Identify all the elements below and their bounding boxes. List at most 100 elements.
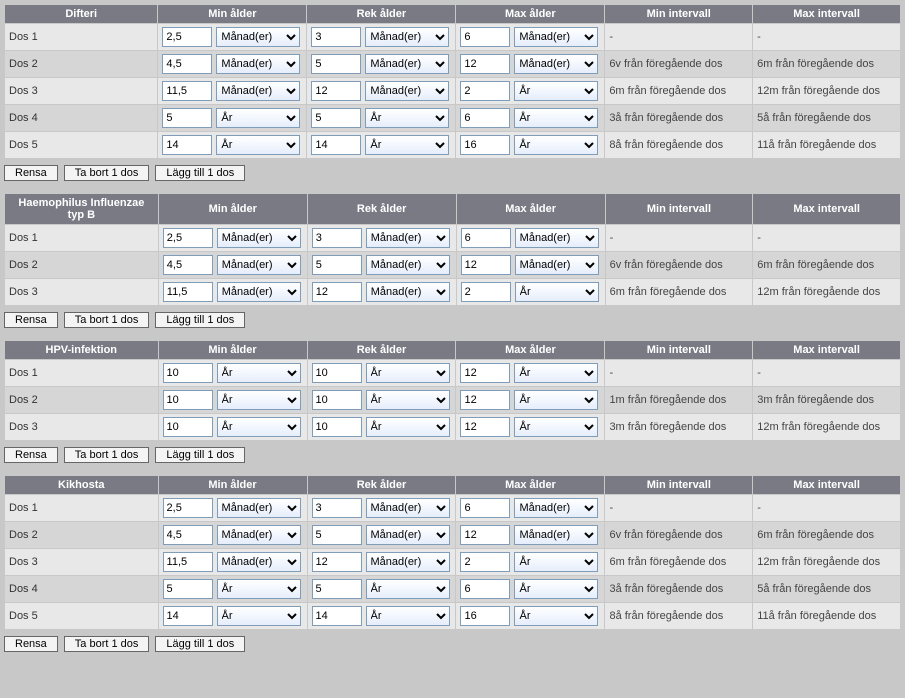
max-age-unit-select[interactable]: Månad(er)År xyxy=(514,27,598,47)
rec-age-value-input[interactable] xyxy=(311,81,361,101)
clear-button[interactable]: Rensa xyxy=(4,636,58,652)
remove-dose-button[interactable]: Ta bort 1 dos xyxy=(64,447,150,463)
min-age-unit-select[interactable]: Månad(er)År xyxy=(217,525,301,545)
min-age-unit-select[interactable]: Månad(er)År xyxy=(216,135,300,155)
max-age-unit-select[interactable]: Månad(er)År xyxy=(514,417,598,437)
min-age-value-input[interactable] xyxy=(163,606,213,626)
max-age-value-input[interactable] xyxy=(460,81,510,101)
min-age-value-input[interactable] xyxy=(163,579,213,599)
clear-button[interactable]: Rensa xyxy=(4,447,58,463)
min-age-value-input[interactable] xyxy=(162,81,212,101)
max-age-value-input[interactable] xyxy=(460,525,510,545)
rec-age-unit-select[interactable]: Månad(er)År xyxy=(366,498,450,518)
min-age-unit-select[interactable]: Månad(er)År xyxy=(217,579,301,599)
rec-age-unit-select[interactable]: Månad(er)År xyxy=(366,552,450,572)
rec-age-value-input[interactable] xyxy=(311,135,361,155)
min-age-unit-select[interactable]: Månad(er)År xyxy=(217,228,301,248)
max-age-value-input[interactable] xyxy=(460,498,510,518)
min-age-unit-select[interactable]: Månad(er)År xyxy=(216,54,300,74)
max-age-unit-select[interactable]: Månad(er)År xyxy=(514,54,598,74)
rec-age-value-input[interactable] xyxy=(312,606,362,626)
remove-dose-button[interactable]: Ta bort 1 dos xyxy=(64,636,150,652)
max-age-value-input[interactable] xyxy=(460,54,510,74)
min-age-value-input[interactable] xyxy=(163,417,213,437)
rec-age-value-input[interactable] xyxy=(312,282,362,302)
min-age-unit-select[interactable]: Månad(er)År xyxy=(217,282,301,302)
max-age-unit-select[interactable]: Månad(er)År xyxy=(515,282,599,302)
min-age-unit-select[interactable]: Månad(er)År xyxy=(217,417,301,437)
rec-age-unit-select[interactable]: Månad(er)År xyxy=(366,525,450,545)
rec-age-unit-select[interactable]: Månad(er)År xyxy=(366,282,450,302)
max-age-value-input[interactable] xyxy=(461,228,511,248)
rec-age-value-input[interactable] xyxy=(312,228,362,248)
max-age-unit-select[interactable]: Månad(er)År xyxy=(514,525,598,545)
max-age-unit-select[interactable]: Månad(er)År xyxy=(515,228,599,248)
remove-dose-button[interactable]: Ta bort 1 dos xyxy=(64,165,150,181)
clear-button[interactable]: Rensa xyxy=(4,312,58,328)
rec-age-value-input[interactable] xyxy=(312,552,362,572)
min-age-unit-select[interactable]: Månad(er)År xyxy=(217,552,301,572)
min-age-value-input[interactable] xyxy=(163,498,213,518)
add-dose-button[interactable]: Lägg till 1 dos xyxy=(155,636,245,652)
max-age-value-input[interactable] xyxy=(461,282,511,302)
max-age-value-input[interactable] xyxy=(460,27,510,47)
max-age-value-input[interactable] xyxy=(460,135,510,155)
rec-age-value-input[interactable] xyxy=(311,108,361,128)
min-age-value-input[interactable] xyxy=(162,27,212,47)
add-dose-button[interactable]: Lägg till 1 dos xyxy=(155,447,245,463)
min-age-unit-select[interactable]: Månad(er)År xyxy=(217,498,301,518)
min-age-value-input[interactable] xyxy=(163,255,213,275)
clear-button[interactable]: Rensa xyxy=(4,165,58,181)
max-age-unit-select[interactable]: Månad(er)År xyxy=(514,81,598,101)
rec-age-unit-select[interactable]: Månad(er)År xyxy=(366,579,450,599)
rec-age-unit-select[interactable]: Månad(er)År xyxy=(366,417,450,437)
rec-age-value-input[interactable] xyxy=(312,417,362,437)
max-age-unit-select[interactable]: Månad(er)År xyxy=(514,579,598,599)
rec-age-unit-select[interactable]: Månad(er)År xyxy=(365,81,449,101)
min-age-unit-select[interactable]: Månad(er)År xyxy=(216,108,300,128)
max-age-unit-select[interactable]: Månad(er)År xyxy=(514,108,598,128)
max-age-unit-select[interactable]: Månad(er)År xyxy=(514,606,598,626)
add-dose-button[interactable]: Lägg till 1 dos xyxy=(155,165,245,181)
rec-age-value-input[interactable] xyxy=(312,579,362,599)
remove-dose-button[interactable]: Ta bort 1 dos xyxy=(64,312,150,328)
rec-age-unit-select[interactable]: Månad(er)År xyxy=(365,135,449,155)
max-age-value-input[interactable] xyxy=(460,363,510,383)
min-age-value-input[interactable] xyxy=(163,228,213,248)
rec-age-value-input[interactable] xyxy=(312,255,362,275)
max-age-unit-select[interactable]: Månad(er)År xyxy=(514,135,598,155)
min-age-value-input[interactable] xyxy=(163,552,213,572)
max-age-unit-select[interactable]: Månad(er)År xyxy=(514,498,598,518)
max-age-unit-select[interactable]: Månad(er)År xyxy=(514,552,598,572)
max-age-value-input[interactable] xyxy=(461,255,511,275)
rec-age-unit-select[interactable]: Månad(er)År xyxy=(366,390,450,410)
rec-age-unit-select[interactable]: Månad(er)År xyxy=(365,54,449,74)
rec-age-unit-select[interactable]: Månad(er)År xyxy=(366,363,450,383)
min-age-value-input[interactable] xyxy=(162,108,212,128)
max-age-value-input[interactable] xyxy=(460,552,510,572)
max-age-value-input[interactable] xyxy=(460,390,510,410)
rec-age-unit-select[interactable]: Månad(er)År xyxy=(366,228,450,248)
add-dose-button[interactable]: Lägg till 1 dos xyxy=(155,312,245,328)
rec-age-unit-select[interactable]: Månad(er)År xyxy=(366,255,450,275)
rec-age-value-input[interactable] xyxy=(312,498,362,518)
max-age-value-input[interactable] xyxy=(460,417,510,437)
max-age-unit-select[interactable]: Månad(er)År xyxy=(514,363,598,383)
rec-age-value-input[interactable] xyxy=(312,525,362,545)
min-age-value-input[interactable] xyxy=(163,525,213,545)
rec-age-value-input[interactable] xyxy=(311,54,361,74)
min-age-value-input[interactable] xyxy=(163,282,213,302)
min-age-unit-select[interactable]: Månad(er)År xyxy=(217,390,301,410)
min-age-value-input[interactable] xyxy=(163,363,213,383)
max-age-value-input[interactable] xyxy=(460,108,510,128)
min-age-value-input[interactable] xyxy=(163,390,213,410)
min-age-unit-select[interactable]: Månad(er)År xyxy=(217,363,301,383)
min-age-unit-select[interactable]: Månad(er)År xyxy=(216,27,300,47)
rec-age-unit-select[interactable]: Månad(er)År xyxy=(365,27,449,47)
rec-age-unit-select[interactable]: Månad(er)År xyxy=(365,108,449,128)
rec-age-value-input[interactable] xyxy=(312,390,362,410)
min-age-value-input[interactable] xyxy=(162,54,212,74)
min-age-unit-select[interactable]: Månad(er)År xyxy=(217,255,301,275)
max-age-unit-select[interactable]: Månad(er)År xyxy=(514,390,598,410)
max-age-value-input[interactable] xyxy=(460,579,510,599)
